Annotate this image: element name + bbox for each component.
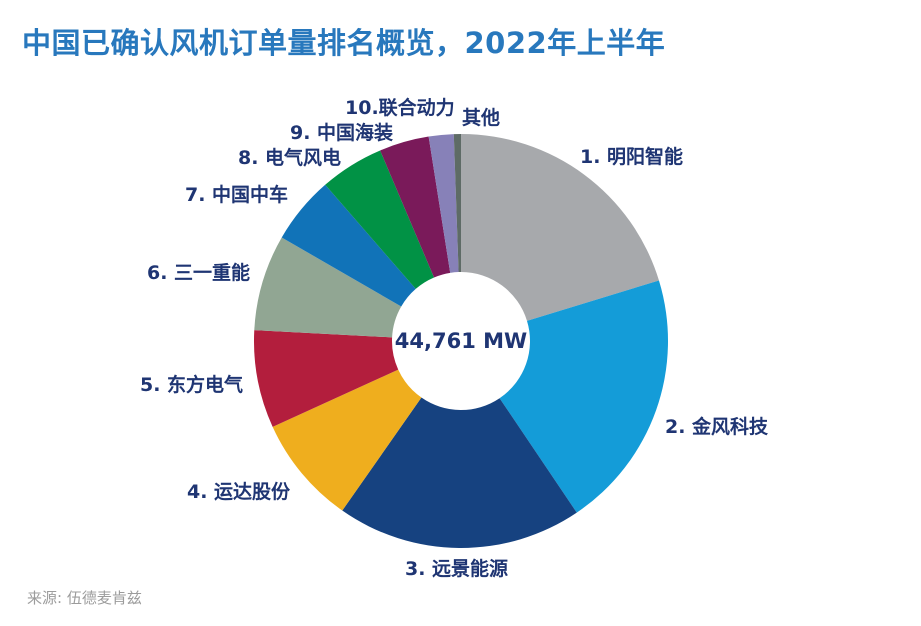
page-title: 中国已确认风机订单量排名概览，2022年上半年 [22, 26, 666, 60]
slice-label-mingyang: 1. 明阳智能 [580, 146, 684, 168]
slice-label-crrc: 7. 中国中车 [185, 184, 289, 206]
pie-slice-5 [253, 330, 399, 427]
pie-slice-2 [499, 280, 669, 513]
pie-slice-7 [281, 184, 416, 307]
slice-label-dongfang: 5. 东方电气 [140, 374, 244, 396]
pie-slice-6 [254, 237, 402, 338]
slice-label-goldwind: 2. 金风科技 [665, 416, 769, 438]
slice-label-haizhuang: 9. 中国海装 [290, 122, 394, 144]
slice-label-envision: 3. 远景能源 [405, 558, 509, 580]
pie-slice-10 [428, 134, 459, 273]
slice-label-sany: 6. 三一重能 [147, 262, 251, 284]
donut-center-total: 44,761 MW [394, 329, 528, 353]
pie-slice-4 [272, 369, 422, 511]
slice-label-unitedpower: 10.联合动力 [345, 97, 455, 119]
pie-slice-8 [325, 150, 435, 289]
source-note: 来源: 伍德麦肯兹 [27, 589, 142, 607]
slice-label-sewind: 8. 电气风电 [238, 147, 342, 169]
pie-slice-1 [461, 133, 659, 321]
pie-slice-others [453, 134, 461, 273]
pie-slice-9 [380, 136, 451, 278]
slice-label-windey: 4. 运达股份 [187, 481, 291, 503]
pie-slice-3 [342, 397, 577, 548]
slice-label-others: 其他 [462, 107, 501, 129]
